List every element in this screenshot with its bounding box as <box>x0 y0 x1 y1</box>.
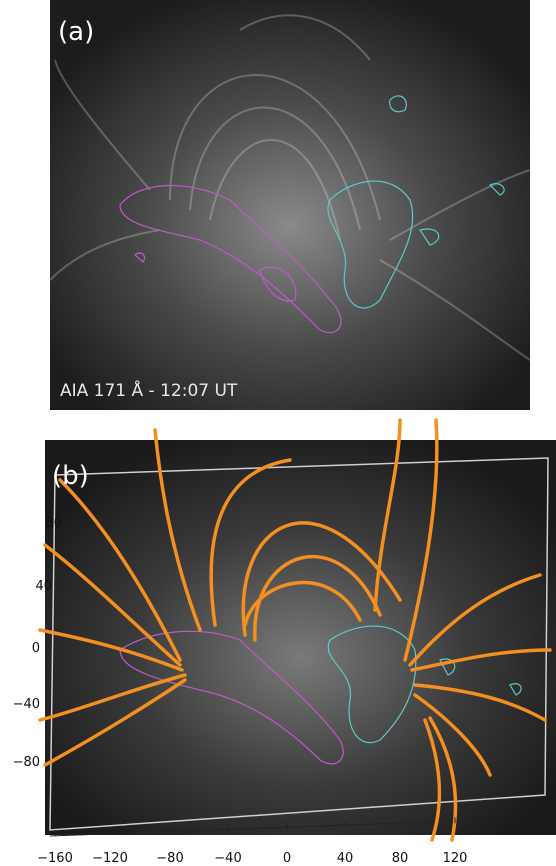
figure: (a) AIA 171 Å - 12:07 UT <box>0 0 556 866</box>
image-a <box>50 0 530 410</box>
x-tick-label: 40 <box>337 851 354 866</box>
panel-label: (b) <box>52 461 89 491</box>
image-b <box>45 440 556 835</box>
y-tick-label: −80 <box>13 755 40 770</box>
y-tick-label: 40 <box>35 579 52 594</box>
x-tick-label: −40 <box>214 851 241 866</box>
x-tick-label: 80 <box>392 851 409 866</box>
x-tick-label: −160 <box>37 851 73 866</box>
x-tick-label: 0 <box>283 851 291 866</box>
page: (a) AIA 171 Å - 12:07 UT <box>0 0 556 866</box>
y-tick-label: −40 <box>13 697 40 712</box>
x-tick-label: 120 <box>443 851 468 866</box>
panel-a: (a) AIA 171 Å - 12:07 UT <box>50 0 530 410</box>
caption: AIA 171 Å - 12:07 UT <box>60 379 238 401</box>
panel-b: (b) <box>40 420 556 840</box>
y-tick-label: 0 <box>32 641 40 656</box>
panel-label: (a) <box>58 17 94 47</box>
x-tick-label: −120 <box>92 851 128 866</box>
y-tick-label: 80 <box>45 516 62 531</box>
x-tick-label: −80 <box>156 851 183 866</box>
